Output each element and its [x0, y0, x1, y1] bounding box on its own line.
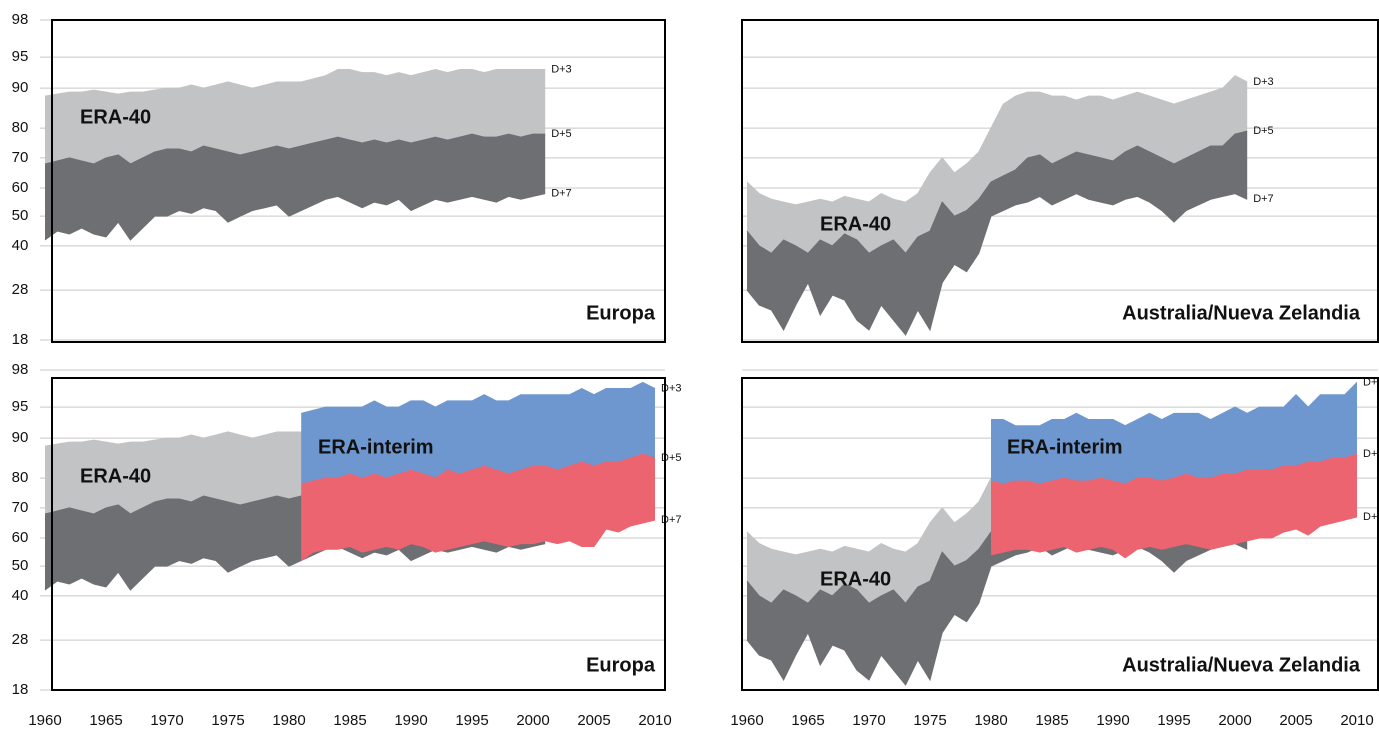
series-line — [301, 381, 656, 414]
series-label: D+5 — [551, 128, 572, 140]
series-line — [746, 543, 1248, 686]
dataset-label: ERA-40 — [820, 568, 891, 590]
panel-title: Europa — [586, 302, 656, 324]
band — [45, 134, 546, 240]
series-line — [44, 543, 546, 591]
dataset-label: ERA-40 — [80, 106, 151, 128]
series-label: D+3 — [551, 63, 572, 75]
x-tick-label: 2010 — [1340, 712, 1373, 729]
band — [991, 382, 1357, 485]
y-tick-label: 50 — [12, 557, 29, 574]
y-tick-label: 98 — [12, 361, 29, 378]
y-tick-label: 80 — [12, 119, 29, 136]
series-line — [301, 453, 656, 485]
y-tick-label: 70 — [12, 499, 29, 516]
series-line — [44, 193, 546, 241]
x-tick-label: 1965 — [791, 712, 824, 729]
dataset-label: ERA-40 — [80, 465, 151, 487]
x-tick-label: 1970 — [852, 712, 885, 729]
y-tick-label: 90 — [12, 429, 29, 446]
band — [747, 75, 1248, 254]
band — [301, 382, 655, 485]
panel-frame — [741, 377, 1379, 691]
y-tick-label: 40 — [12, 237, 29, 254]
series-line — [991, 382, 1358, 427]
panel-title: Australia/Nueva Zelandia — [1122, 302, 1361, 324]
dataset-label: ERA-interim — [1007, 436, 1123, 458]
x-tick-label: 2005 — [1279, 712, 1312, 729]
x-tick-label: 1970 — [150, 712, 183, 729]
series-line — [990, 516, 1358, 559]
series-label: D+7 — [1253, 193, 1274, 205]
x-tick-label: 1990 — [394, 712, 427, 729]
x-tick-label: 1980 — [974, 712, 1007, 729]
series-label: D+7 — [1363, 511, 1379, 523]
series-line — [746, 193, 1248, 336]
x-tick-label: 1980 — [272, 712, 305, 729]
series-label: D+5 — [1253, 125, 1274, 137]
y-tick-label: 40 — [12, 587, 29, 604]
band — [747, 131, 1248, 336]
series-label: D+3 — [661, 382, 682, 394]
series-line — [44, 69, 546, 97]
y-tick-label: 28 — [12, 281, 29, 298]
x-tick-label: 2005 — [577, 712, 610, 729]
x-tick-label: 2000 — [1218, 712, 1251, 729]
x-tick-label: 1995 — [455, 712, 488, 729]
x-tick-label: 1960 — [730, 712, 763, 729]
dataset-label: ERA-40 — [820, 213, 891, 235]
x-tick-label: 1960 — [28, 712, 61, 729]
x-tick-label: 1975 — [211, 712, 244, 729]
panel-frame — [51, 19, 666, 343]
series-label: D+3 — [1363, 376, 1379, 388]
band — [991, 454, 1357, 558]
y-tick-label: 50 — [12, 207, 29, 224]
x-tick-label: 1990 — [1096, 712, 1129, 729]
x-tick-label: 1995 — [1157, 712, 1190, 729]
series-line — [746, 75, 1248, 206]
y-tick-label: 90 — [12, 79, 29, 96]
series-label: D+5 — [661, 452, 682, 464]
panel-title: Australia/Nueva Zelandia — [1122, 654, 1361, 676]
series-line — [44, 133, 546, 165]
x-tick-label: 2010 — [638, 712, 671, 729]
panel-frame — [51, 377, 666, 691]
series-line — [746, 130, 1248, 255]
series-line — [300, 519, 656, 561]
series-label: D+3 — [1253, 76, 1274, 88]
y-tick-label: 70 — [12, 149, 29, 166]
y-tick-label: 28 — [12, 631, 29, 648]
dataset-label: ERA-interim — [318, 436, 434, 458]
series-label: D+7 — [551, 188, 572, 200]
y-tick-label: 95 — [12, 48, 29, 65]
y-tick-label: 60 — [12, 179, 29, 196]
y-tick-label: 98 — [12, 11, 29, 28]
series-line — [990, 453, 1358, 485]
x-tick-label: 1985 — [1035, 712, 1068, 729]
y-tick-label: 95 — [12, 398, 29, 415]
x-tick-label: 2000 — [516, 712, 549, 729]
series-label: D+7 — [661, 514, 682, 526]
band — [301, 454, 655, 561]
y-tick-label: 18 — [12, 681, 29, 698]
x-tick-label: 1965 — [89, 712, 122, 729]
panel-frame — [741, 19, 1379, 343]
y-tick-label: 60 — [12, 529, 29, 546]
panel-title: Europa — [586, 654, 656, 676]
series-label: D+5 — [1363, 448, 1379, 460]
x-tick-label: 1975 — [913, 712, 946, 729]
y-tick-label: 18 — [12, 331, 29, 348]
x-tick-label: 1985 — [333, 712, 366, 729]
y-tick-label: 80 — [12, 469, 29, 486]
